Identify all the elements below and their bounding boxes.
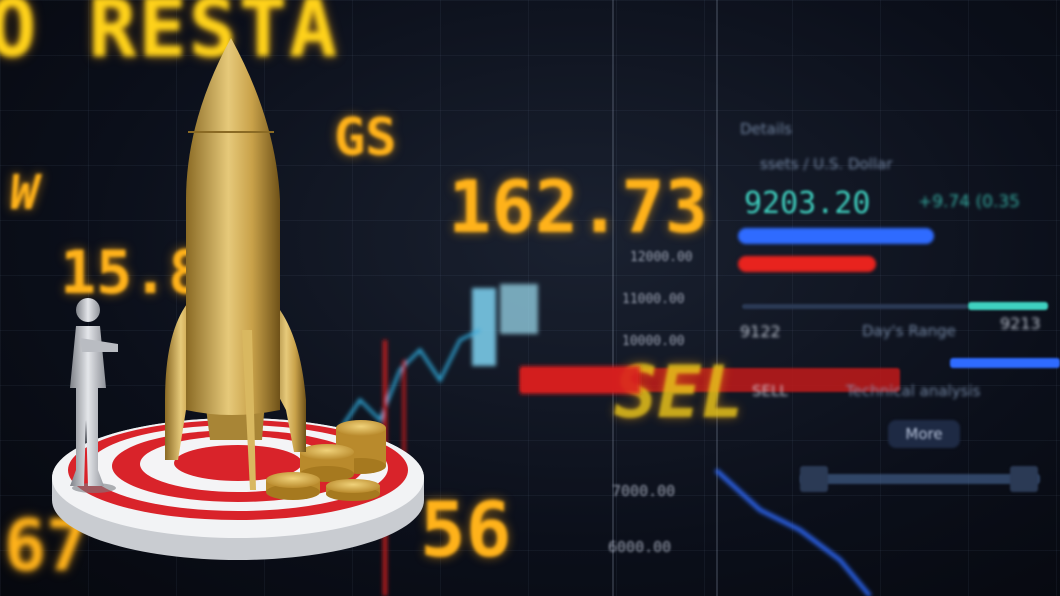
rocket (165, 38, 306, 490)
ticker-gs: GS (334, 108, 397, 168)
axis-label: 12000.00 (630, 250, 693, 265)
price-change: +9.74 (0.35 (918, 192, 1020, 212)
more-button[interactable]: More (888, 420, 960, 448)
buy-band (950, 358, 1060, 368)
range-bar-track (742, 304, 968, 309)
day-high: 9213 (1000, 314, 1041, 333)
businessman-figure (70, 298, 118, 493)
slider-handle (1010, 466, 1038, 492)
ticker-162-73: 162.73 (448, 165, 709, 249)
axis-label: 6000.00 (608, 538, 672, 556)
coin-stacks (266, 420, 386, 501)
pair-label: ssets / U.S. Dollar (760, 155, 893, 173)
technical-label: Technical analysis (846, 382, 981, 400)
red-pill (738, 256, 876, 272)
background-chart (299, 284, 872, 596)
price-value: 9203.20 (744, 186, 871, 221)
ticker-56: 56 (420, 485, 512, 574)
axis-label: 7000.00 (612, 482, 676, 500)
ticker-15-8: 15.8 (60, 238, 205, 308)
board-divider (612, 0, 614, 596)
slider-track (800, 474, 1040, 484)
axis-label: 11000.00 (622, 292, 685, 307)
ticker-w: W (10, 165, 39, 221)
board-divider (716, 0, 718, 596)
range-label: Day's Range (862, 322, 956, 340)
range-bar-fill (968, 302, 1048, 310)
blue-pill (738, 228, 934, 244)
day-low: 9122 (740, 322, 781, 341)
details-label: Details (740, 120, 793, 138)
slider-handle (800, 466, 828, 492)
sell-label: SELL (752, 382, 788, 400)
axis-label: 10000.00 (622, 334, 685, 349)
banner-ticker: O RESTA (0, 0, 340, 75)
